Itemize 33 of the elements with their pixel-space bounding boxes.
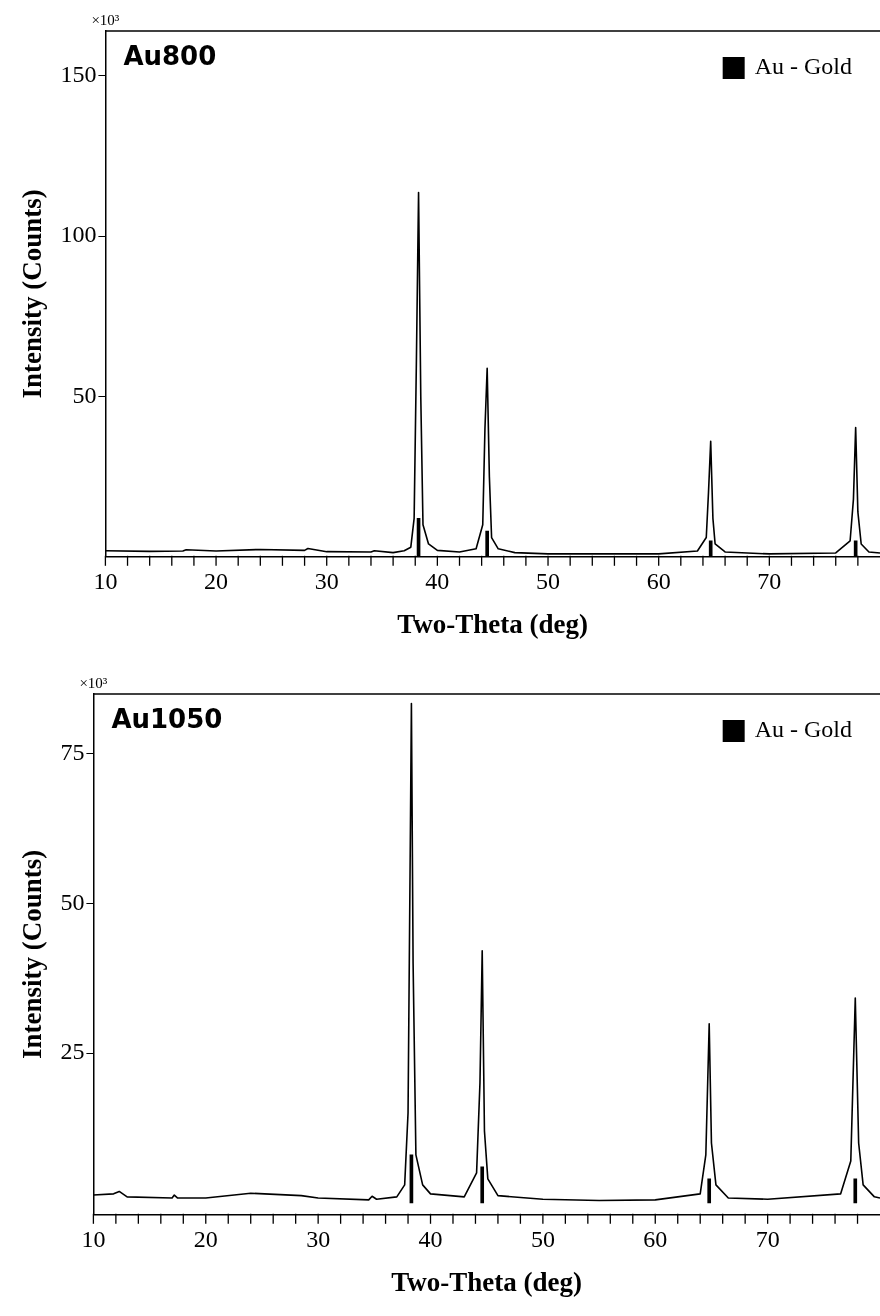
legend-label: Au - Gold xyxy=(754,716,852,743)
bar xyxy=(707,1178,712,1204)
y-axis-title: Intensity (Counts) xyxy=(17,189,48,399)
y-tick-label: 50 xyxy=(72,381,97,408)
x-tick-label: 50 xyxy=(536,568,561,595)
chart-title: Au1050 xyxy=(111,703,223,734)
x-tick-label: 40 xyxy=(418,1226,443,1253)
legend-label: Au - Gold xyxy=(754,53,852,80)
bar xyxy=(853,1178,858,1204)
x-tick-label: 40 xyxy=(425,568,450,595)
text: ×10³ xyxy=(79,675,108,692)
x-tick-label: 30 xyxy=(306,1226,331,1253)
y-axis-title: Intensity (Counts) xyxy=(17,849,48,1060)
x-tick-label: 60 xyxy=(646,568,671,595)
x-tick-label: 70 xyxy=(755,1226,780,1253)
x-axis-title: Two-Theta (deg) xyxy=(391,1266,583,1297)
x-tick-label: 50 xyxy=(530,1226,555,1253)
x-tick-label: 20 xyxy=(204,568,229,595)
x-tick-label: 20 xyxy=(193,1226,218,1253)
x-tick-label: 60 xyxy=(643,1226,668,1253)
y-tick-label: 75 xyxy=(60,739,85,766)
y-tick-label: 50 xyxy=(60,888,85,915)
chart-title: Au800 xyxy=(123,40,217,71)
text: ×10³ xyxy=(91,12,120,29)
y-tick-label: 150 xyxy=(60,61,97,88)
x-tick-label: 10 xyxy=(81,1226,106,1253)
y-tick-label: 25 xyxy=(60,1038,85,1065)
x-axis-title: Two-Theta (deg) xyxy=(397,608,589,639)
x-tick-label: 70 xyxy=(757,568,782,595)
bar xyxy=(480,1166,485,1204)
x-tick-label: 30 xyxy=(314,568,339,595)
x-tick-label: 10 xyxy=(93,568,118,595)
y-tick-label: 100 xyxy=(60,221,97,248)
